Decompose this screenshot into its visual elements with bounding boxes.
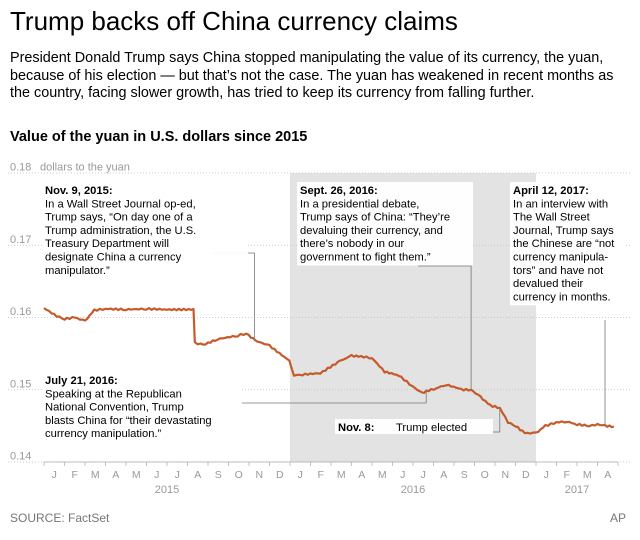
- month-tick-label: N: [501, 469, 509, 481]
- month-tick-label: J: [298, 469, 303, 481]
- annotation-text: Trump administration, the U.S.: [45, 225, 196, 237]
- annotation-text: designate China a currency: [45, 252, 182, 264]
- annotation-text: currency manipulation.”: [45, 428, 162, 440]
- annotation-text: blasts China for “their devastating: [45, 415, 212, 427]
- annotation-text: government to fight them.”: [300, 252, 431, 264]
- annotation-box: [42, 182, 248, 279]
- annotation-text: Trump elected: [396, 422, 467, 434]
- month-tick-label: J: [421, 469, 426, 481]
- annotation-text: National Convention, Trump: [45, 402, 184, 414]
- annotation-title: Nov. 8:: [338, 422, 374, 434]
- annotation-text: In a Wall Street Journal op-ed,: [45, 198, 196, 210]
- month-tick-label: F: [318, 469, 324, 481]
- year-label: 2015: [155, 484, 179, 496]
- month-tick-label: J: [52, 469, 57, 481]
- month-tick-label: J: [175, 469, 180, 481]
- month-tick-label: M: [378, 469, 387, 481]
- annotation-leader: [418, 265, 472, 390]
- annotation-title: Nov. 9, 2015:: [45, 185, 113, 197]
- annotation-text: tors” and have not: [513, 265, 604, 277]
- annotation-text: Speaking at the Republican: [45, 388, 182, 400]
- month-tick-label: O: [235, 469, 243, 481]
- y-axis-label: dollars to the yuan: [40, 162, 130, 174]
- annotation-nov2015: Nov. 9, 2015:In a Wall Street Journal op…: [42, 182, 248, 279]
- month-tick-label: J: [544, 469, 549, 481]
- annotation-text: devalued their: [513, 278, 584, 290]
- month-tick-label: O: [481, 469, 489, 481]
- annotation-text: currency in months.: [513, 291, 611, 303]
- y-tick-label: 0.14: [10, 451, 31, 463]
- annotation-sep2016: Sept. 26, 2016:In a presidential debate,…: [297, 182, 473, 266]
- annotation-title: April 12, 2017:: [513, 185, 589, 197]
- annotation-text: In an interview with: [513, 198, 608, 210]
- month-tick-label: D: [522, 469, 530, 481]
- annotation-text: there’s nobody in our: [300, 238, 405, 250]
- month-tick-label: A: [358, 469, 365, 481]
- y-tick-label: 0.17: [10, 234, 31, 246]
- annotation-text: manipulator.”: [45, 265, 110, 277]
- annotation-text: Trump says of China: “They’re: [300, 212, 450, 224]
- annotation-text: The Wall Street: [513, 212, 591, 224]
- annotation-box: [42, 372, 242, 443]
- annotation-text: In a presidential debate,: [300, 198, 419, 210]
- month-tick-label: J: [400, 469, 405, 481]
- annotation-text: devaluing their currency, and: [300, 225, 443, 237]
- annotation-nov2016: Nov. 8: Trump elected: [335, 419, 493, 434]
- annotation-jul2016: July 21, 2016:Speaking at the Republican…: [42, 372, 242, 443]
- month-tick-label: M: [91, 469, 100, 481]
- month-tick-label: F: [564, 469, 570, 481]
- intro-text: President Donald Trump says China stoppe…: [10, 50, 614, 101]
- month-tick-label: S: [461, 469, 468, 481]
- year-label: 2016: [401, 484, 425, 496]
- annotation-text: the Chinese are “not: [513, 238, 615, 250]
- annotation-leader: [240, 391, 427, 404]
- month-tick-label: A: [112, 469, 119, 481]
- month-tick-label: A: [194, 469, 201, 481]
- agency-credit: AP: [609, 511, 626, 525]
- annotation-box: [335, 419, 493, 434]
- month-tick-label: M: [337, 469, 346, 481]
- month-tick-label: A: [604, 469, 611, 481]
- annotation-text: Treasury Department will: [45, 238, 169, 250]
- yuan-value-line: [43, 307, 615, 435]
- annotation-title: Sept. 26, 2016:: [300, 185, 378, 197]
- month-tick-label: M: [583, 469, 592, 481]
- annotation-text: Journal, Trump says: [513, 225, 614, 237]
- headline: Trump backs off China currency claims: [10, 6, 458, 36]
- annotation-box: [510, 182, 625, 306]
- source-credit: SOURCE: FactSet: [10, 511, 110, 525]
- annotation-apr2017: April 12, 2017:In an interview with The W…: [510, 182, 625, 306]
- y-tick-label: 0.15: [10, 378, 31, 390]
- annotation-box: [297, 182, 473, 266]
- chart-title: Value of the yuan in U.S. dollars since …: [10, 129, 308, 145]
- year-label: 2017: [565, 484, 589, 496]
- y-tick-label: 0.16: [10, 306, 31, 318]
- month-tick-label: N: [255, 469, 263, 481]
- month-tick-label: S: [215, 469, 222, 481]
- month-tick-label: F: [72, 469, 78, 481]
- y-tick-label: 0.18: [10, 162, 31, 174]
- month-tick-label: M: [132, 469, 141, 481]
- annotation-text: currency manipula-: [513, 252, 608, 264]
- month-tick-label: A: [440, 469, 447, 481]
- month-tick-label: J: [154, 469, 159, 481]
- annotation-title: July 21, 2016:: [45, 375, 118, 387]
- month-tick-label: D: [276, 469, 284, 481]
- annotation-text: Trump says, “On day one of a: [45, 212, 193, 224]
